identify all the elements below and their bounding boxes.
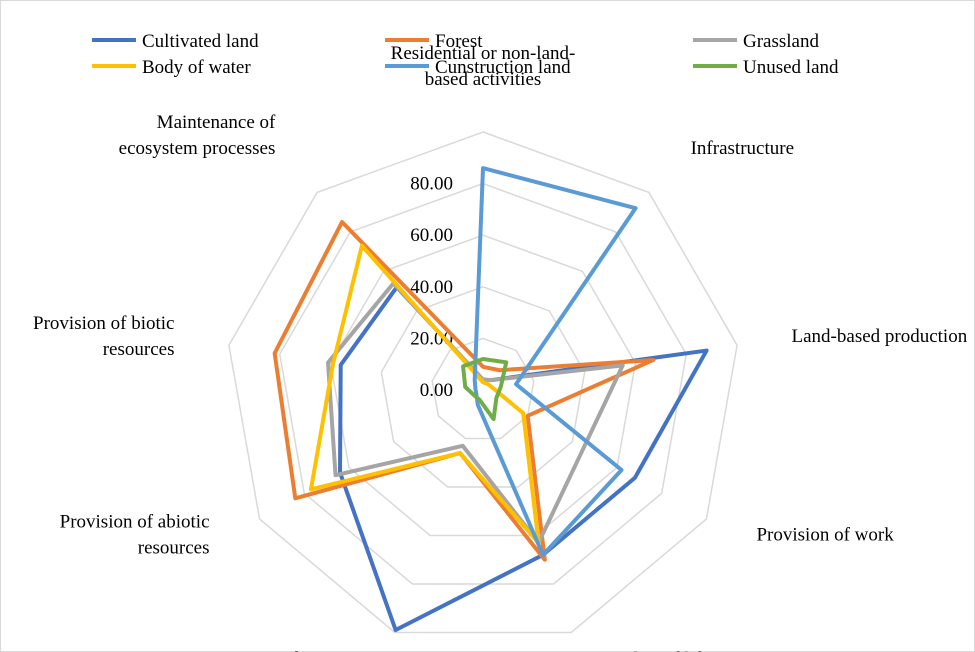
legend-label: Unused land: [743, 57, 839, 78]
axis-label: Quality of life: [602, 649, 710, 652]
axis-label: Food security: [260, 649, 364, 652]
radar-grid: [228, 131, 738, 634]
tick-label: 80.00: [410, 174, 453, 195]
tick-label: 0.00: [420, 380, 453, 401]
legend-label: Grassland: [743, 31, 819, 52]
tick-label: 60.00: [410, 225, 453, 246]
series-line: [461, 357, 509, 422]
axis-label: based activities: [425, 69, 542, 90]
series-layer: [272, 166, 709, 633]
legend-label: Forest: [435, 31, 483, 52]
series-line: [308, 243, 541, 545]
axis-label: Maintenance of: [157, 112, 276, 133]
grid-ring: [228, 131, 738, 634]
grid-ring: [431, 337, 535, 440]
grid-ring: [380, 286, 586, 488]
axis-label: Infrastructure: [691, 138, 794, 159]
legend-label: Cultivated land: [142, 31, 259, 52]
series-line: [338, 285, 709, 633]
axis-labels: Residential or non-land-based activities…: [33, 43, 968, 652]
axis-label: resources: [103, 339, 175, 360]
axis-label: Residential or non-land-: [391, 43, 576, 64]
legend-label: Body of water: [142, 57, 251, 78]
axis-label: ecosystem processes: [119, 138, 276, 159]
axis-label: Provision of work: [756, 525, 894, 546]
series-line: [272, 220, 656, 562]
axis-label: resources: [138, 538, 210, 559]
legend-label: Cunstruction land: [435, 57, 571, 78]
legend: Cultivated land Forest Grassland Body of wa…: [92, 31, 839, 78]
grid-ring: [329, 234, 637, 537]
series-line: [326, 281, 625, 545]
tick-label: 40.00: [410, 277, 453, 298]
series-line: [472, 166, 638, 557]
axis-label: Land-based production: [792, 326, 968, 347]
axis-label: Provision of biotic: [33, 313, 174, 334]
axis-label: Provision of abiotic: [60, 512, 210, 533]
